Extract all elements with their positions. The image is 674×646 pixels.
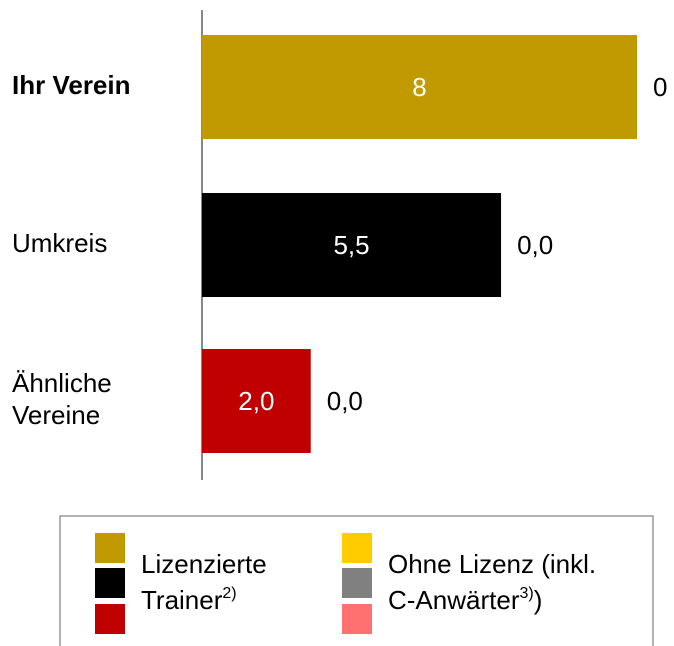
value-label: 0,0 [517,230,553,260]
legend-label: Trainer2) [141,585,237,615]
category-label: Vereine [12,400,100,430]
legend-swatch [95,604,125,634]
category-label: Ihr Verein [12,70,131,100]
legend-swatch [95,533,125,563]
legend-label-part: 3) [519,585,533,602]
legend-box [59,515,654,646]
legend-label-part: C-Anwärter [388,585,520,615]
value-label: 0 [653,72,667,102]
legend-swatch [95,568,125,598]
category-label: Umkreis [12,228,107,258]
legend-label-part: 2) [222,585,236,602]
legend-label: C-Anwärter3)) [388,585,542,615]
legend-label-part: Trainer [141,585,223,615]
category-label: Ähnliche [12,368,112,398]
bar [202,193,502,297]
legend-swatch [342,568,372,598]
bar [202,349,311,453]
legend-label-part: Ohne Lizenz (inkl. [388,549,596,579]
value-label: 0,0 [327,386,363,416]
value-label: 5,5 [333,230,369,260]
bar [202,35,637,139]
legend-swatch [342,533,372,563]
legend-label: Ohne Lizenz (inkl. [388,549,596,579]
legend-label-part: Lizenzierte [141,549,267,579]
value-label: 2,0 [238,386,274,416]
value-label: 8 [412,72,426,102]
legend-swatch [342,604,372,634]
legend-label-part: ) [534,585,543,615]
legend-label: Lizenzierte [141,549,267,579]
